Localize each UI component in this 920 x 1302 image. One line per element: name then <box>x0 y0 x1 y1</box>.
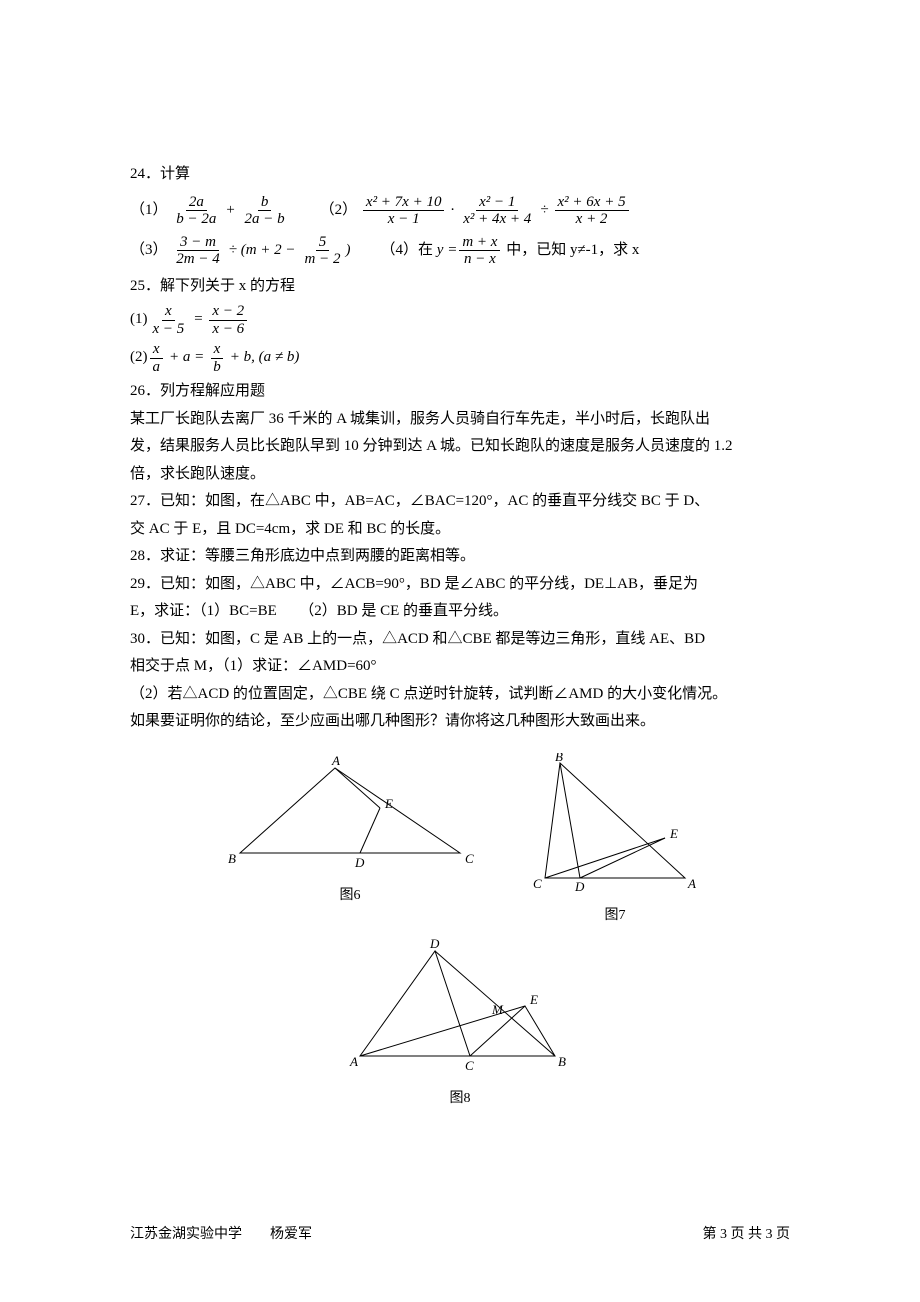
q30-l2: 相交于点 M，（1）求证：∠AMD=60° <box>130 654 790 680</box>
svg-text:D: D <box>429 936 440 951</box>
figure-6: A B C D E 图6 <box>220 753 480 928</box>
svg-text:B: B <box>558 1054 566 1069</box>
figure-7: B C A D E 图7 <box>530 753 700 928</box>
q26-l1: 某工厂长跑队去离厂 36 千米的 A 城集训，服务人员骑自行车先走，半小时后，长… <box>130 407 790 433</box>
svg-text:A: A <box>687 876 696 891</box>
q30-l1: 30．已知：如图，C 是 AB 上的一点，△ACD 和△CBE 都是等边三角形，… <box>130 627 790 653</box>
svg-text:M: M <box>491 1002 504 1017</box>
svg-text:E: E <box>384 796 393 811</box>
footer-left: 江苏金湖实验中学 杨爱军 <box>130 1223 312 1247</box>
q25-title: 25．解下列关于 x 的方程 <box>130 274 790 300</box>
svg-text:B: B <box>228 851 236 866</box>
q29-l2: E，求证：（1）BC=BE （2）BD 是 CE 的垂直平分线。 <box>130 599 790 625</box>
svg-text:C: C <box>465 851 474 866</box>
footer-right: 第 3 页 共 3 页 <box>703 1223 791 1247</box>
svg-text:C: C <box>533 876 542 891</box>
svg-text:E: E <box>529 992 538 1007</box>
q30-l4: 如果要证明你的结论，至少应画出哪几种图形？请你将这几种图形大致画出来。 <box>130 709 790 735</box>
svg-text:C: C <box>465 1058 474 1073</box>
svg-text:A: A <box>349 1054 358 1069</box>
svg-text:E: E <box>669 826 678 841</box>
q25-part2: (2) xa + a = xb + b, (a ≠ b) <box>130 341 790 375</box>
q26-l3: 倍，求长跑队速度。 <box>130 462 790 488</box>
svg-text:B: B <box>555 753 563 764</box>
q24-part2: （2） x² + 7x + 10x − 1 · x² − 1x² + 4x + … <box>320 194 631 228</box>
q30-l3: （2）若△ACD 的位置固定，△CBE 绕 C 点逆时针旋转，试判断∠AMD 的… <box>130 682 790 708</box>
q26-title: 26．列方程解应用题 <box>130 379 790 405</box>
q24-title: 24．计算 <box>130 162 790 188</box>
q26-l2: 发，结果服务人员比长跑队早到 10 分钟到达 A 城。已知长跑队的速度是服务人员… <box>130 434 790 460</box>
q29-l1: 29．已知：如图，△ABC 中，∠ACB=90°，BD 是∠ABC 的平分线，D… <box>130 572 790 598</box>
figure-8: A B C D E M 图8 <box>340 936 580 1111</box>
q28: 28．求证：等腰三角形底边中点到两腰的距离相等。 <box>130 544 790 570</box>
q27-l2: 交 AC 于 E，且 DC=4cm，求 DE 和 BC 的长度。 <box>130 517 790 543</box>
q24-part4: （4）在 y = m + xn − x 中，已知 y≠-1，求 x <box>381 234 640 268</box>
svg-text:D: D <box>574 879 585 893</box>
q25-part1: (1) xx − 5 = x − 2x − 6 <box>130 303 790 337</box>
svg-text:D: D <box>354 855 365 870</box>
q24-part1: （1） 2ab − 2a + b2a − b <box>130 194 290 228</box>
q24-part3: （3） 3 − m2m − 4 ÷ (m + 2 − 5m − 2 ) <box>130 234 351 268</box>
q27-l1: 27．已知：如图，在△ABC 中，AB=AC，∠BAC=120°，AC 的垂直平… <box>130 489 790 515</box>
svg-text:A: A <box>331 753 340 768</box>
